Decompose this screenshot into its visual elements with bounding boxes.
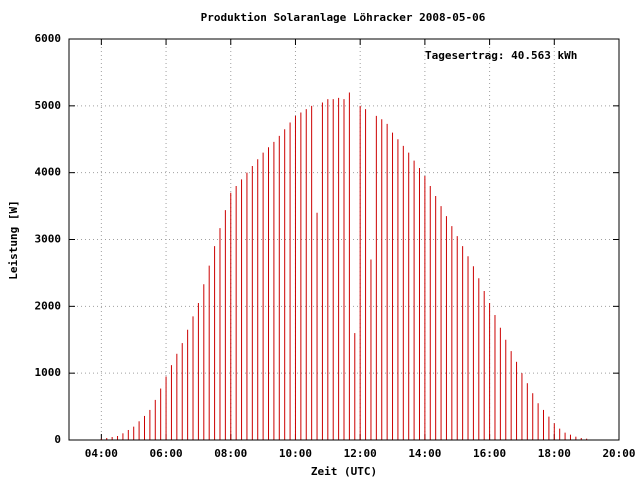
y-tick-label: 0 (54, 433, 61, 446)
x-tick-label: 18:00 (538, 447, 571, 460)
annotation: Tagesertrag: 40.563 kWh (425, 49, 577, 62)
x-tick-label: 14:00 (408, 447, 441, 460)
x-tick-label: 06:00 (149, 447, 182, 460)
x-tick-label: 04:00 (85, 447, 118, 460)
y-tick-label: 4000 (35, 166, 62, 179)
x-tick-label: 16:00 (473, 447, 506, 460)
x-axis-label: Zeit (UTC) (311, 465, 377, 478)
y-tick-label: 3000 (35, 233, 62, 246)
x-tick-label: 10:00 (279, 447, 312, 460)
y-tick-label: 1000 (35, 366, 62, 379)
y-tick-label: 5000 (35, 99, 62, 112)
y-tick-label: 2000 (35, 299, 62, 312)
x-tick-label: 08:00 (214, 447, 247, 460)
y-tick-label: 6000 (35, 32, 62, 45)
y-axis-label: Leistung [W] (7, 200, 20, 279)
plot-frame (68, 38, 620, 441)
chart-title: Produktion Solaranlage Löhracker 2008-05… (201, 11, 486, 24)
x-tick-label: 12:00 (344, 447, 377, 460)
x-tick-label: 20:00 (602, 447, 635, 460)
